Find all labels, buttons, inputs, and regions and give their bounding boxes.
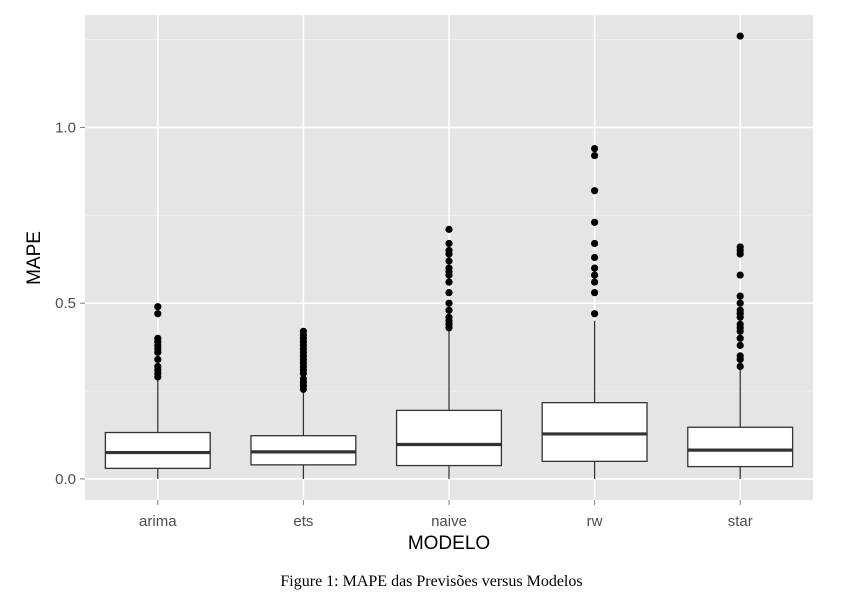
outlier-point	[591, 271, 599, 279]
outlier-point	[591, 144, 599, 153]
outlier-point	[445, 264, 453, 272]
figure-caption: Figure 1: MAPE das Previsões versus Mode…	[280, 573, 583, 590]
outlier-point	[154, 310, 162, 318]
outlier-point	[591, 187, 599, 195]
outlier-point	[591, 264, 599, 272]
outlier-point	[299, 375, 307, 383]
x-tick-label: arima	[139, 513, 177, 530]
outlier-point	[736, 243, 744, 251]
boxplot-naive	[395, 225, 503, 479]
x-tick-label: rw	[587, 513, 603, 530]
outlier-point	[736, 271, 744, 279]
y-tick-label: 0.0	[55, 471, 76, 488]
outlier-point	[154, 355, 162, 364]
outlier-point	[736, 299, 744, 307]
outlier-point	[591, 278, 599, 286]
boxplot-arima	[104, 303, 211, 479]
x-axis-title: MODELO	[408, 533, 490, 554]
outlier-point	[591, 253, 599, 262]
outlier-point	[591, 239, 599, 248]
outlier-point	[445, 278, 453, 286]
outlier-point	[445, 246, 453, 255]
box	[687, 426, 794, 468]
outlier-point	[591, 218, 599, 226]
outlier-point	[736, 334, 744, 342]
outlier-point	[736, 306, 744, 314]
outlier-point	[736, 352, 744, 360]
y-tick-label: 0.5	[55, 295, 76, 312]
x-tick-label: star	[728, 513, 753, 530]
box	[104, 431, 211, 470]
y-axis-ticks: 0.0 0.5 1.0	[55, 119, 85, 488]
outlier-point	[299, 327, 307, 335]
outlier-point	[736, 341, 744, 349]
y-axis-title: MAPE	[24, 231, 45, 285]
outlier-point	[445, 225, 453, 233]
box	[541, 401, 648, 462]
boxplot-ets	[250, 327, 357, 479]
outlier-point	[445, 257, 453, 265]
outlier-point	[445, 313, 453, 321]
outlier-point	[736, 362, 744, 371]
boxplots	[104, 32, 794, 479]
outlier-point	[445, 289, 453, 297]
outlier-point	[154, 334, 162, 342]
outlier-point	[154, 303, 162, 311]
outlier-point	[445, 299, 453, 307]
outlier-point	[591, 289, 599, 297]
outlier-point	[445, 239, 453, 248]
outlier-point	[591, 151, 599, 160]
outlier-point	[154, 362, 162, 371]
boxplot-star	[687, 32, 794, 479]
x-axis-ticks: arima ets naive rw star	[139, 500, 753, 530]
outlier-point	[736, 32, 744, 40]
x-tick-label: ets	[293, 513, 313, 530]
x-tick-label: naive	[431, 513, 467, 530]
outlier-point	[445, 306, 453, 314]
outlier-point	[736, 320, 744, 328]
box	[395, 409, 503, 467]
boxplot-rw	[541, 144, 648, 479]
outlier-point	[736, 292, 744, 300]
y-tick-label: 1.0	[55, 119, 76, 136]
outlier-point	[591, 310, 599, 318]
